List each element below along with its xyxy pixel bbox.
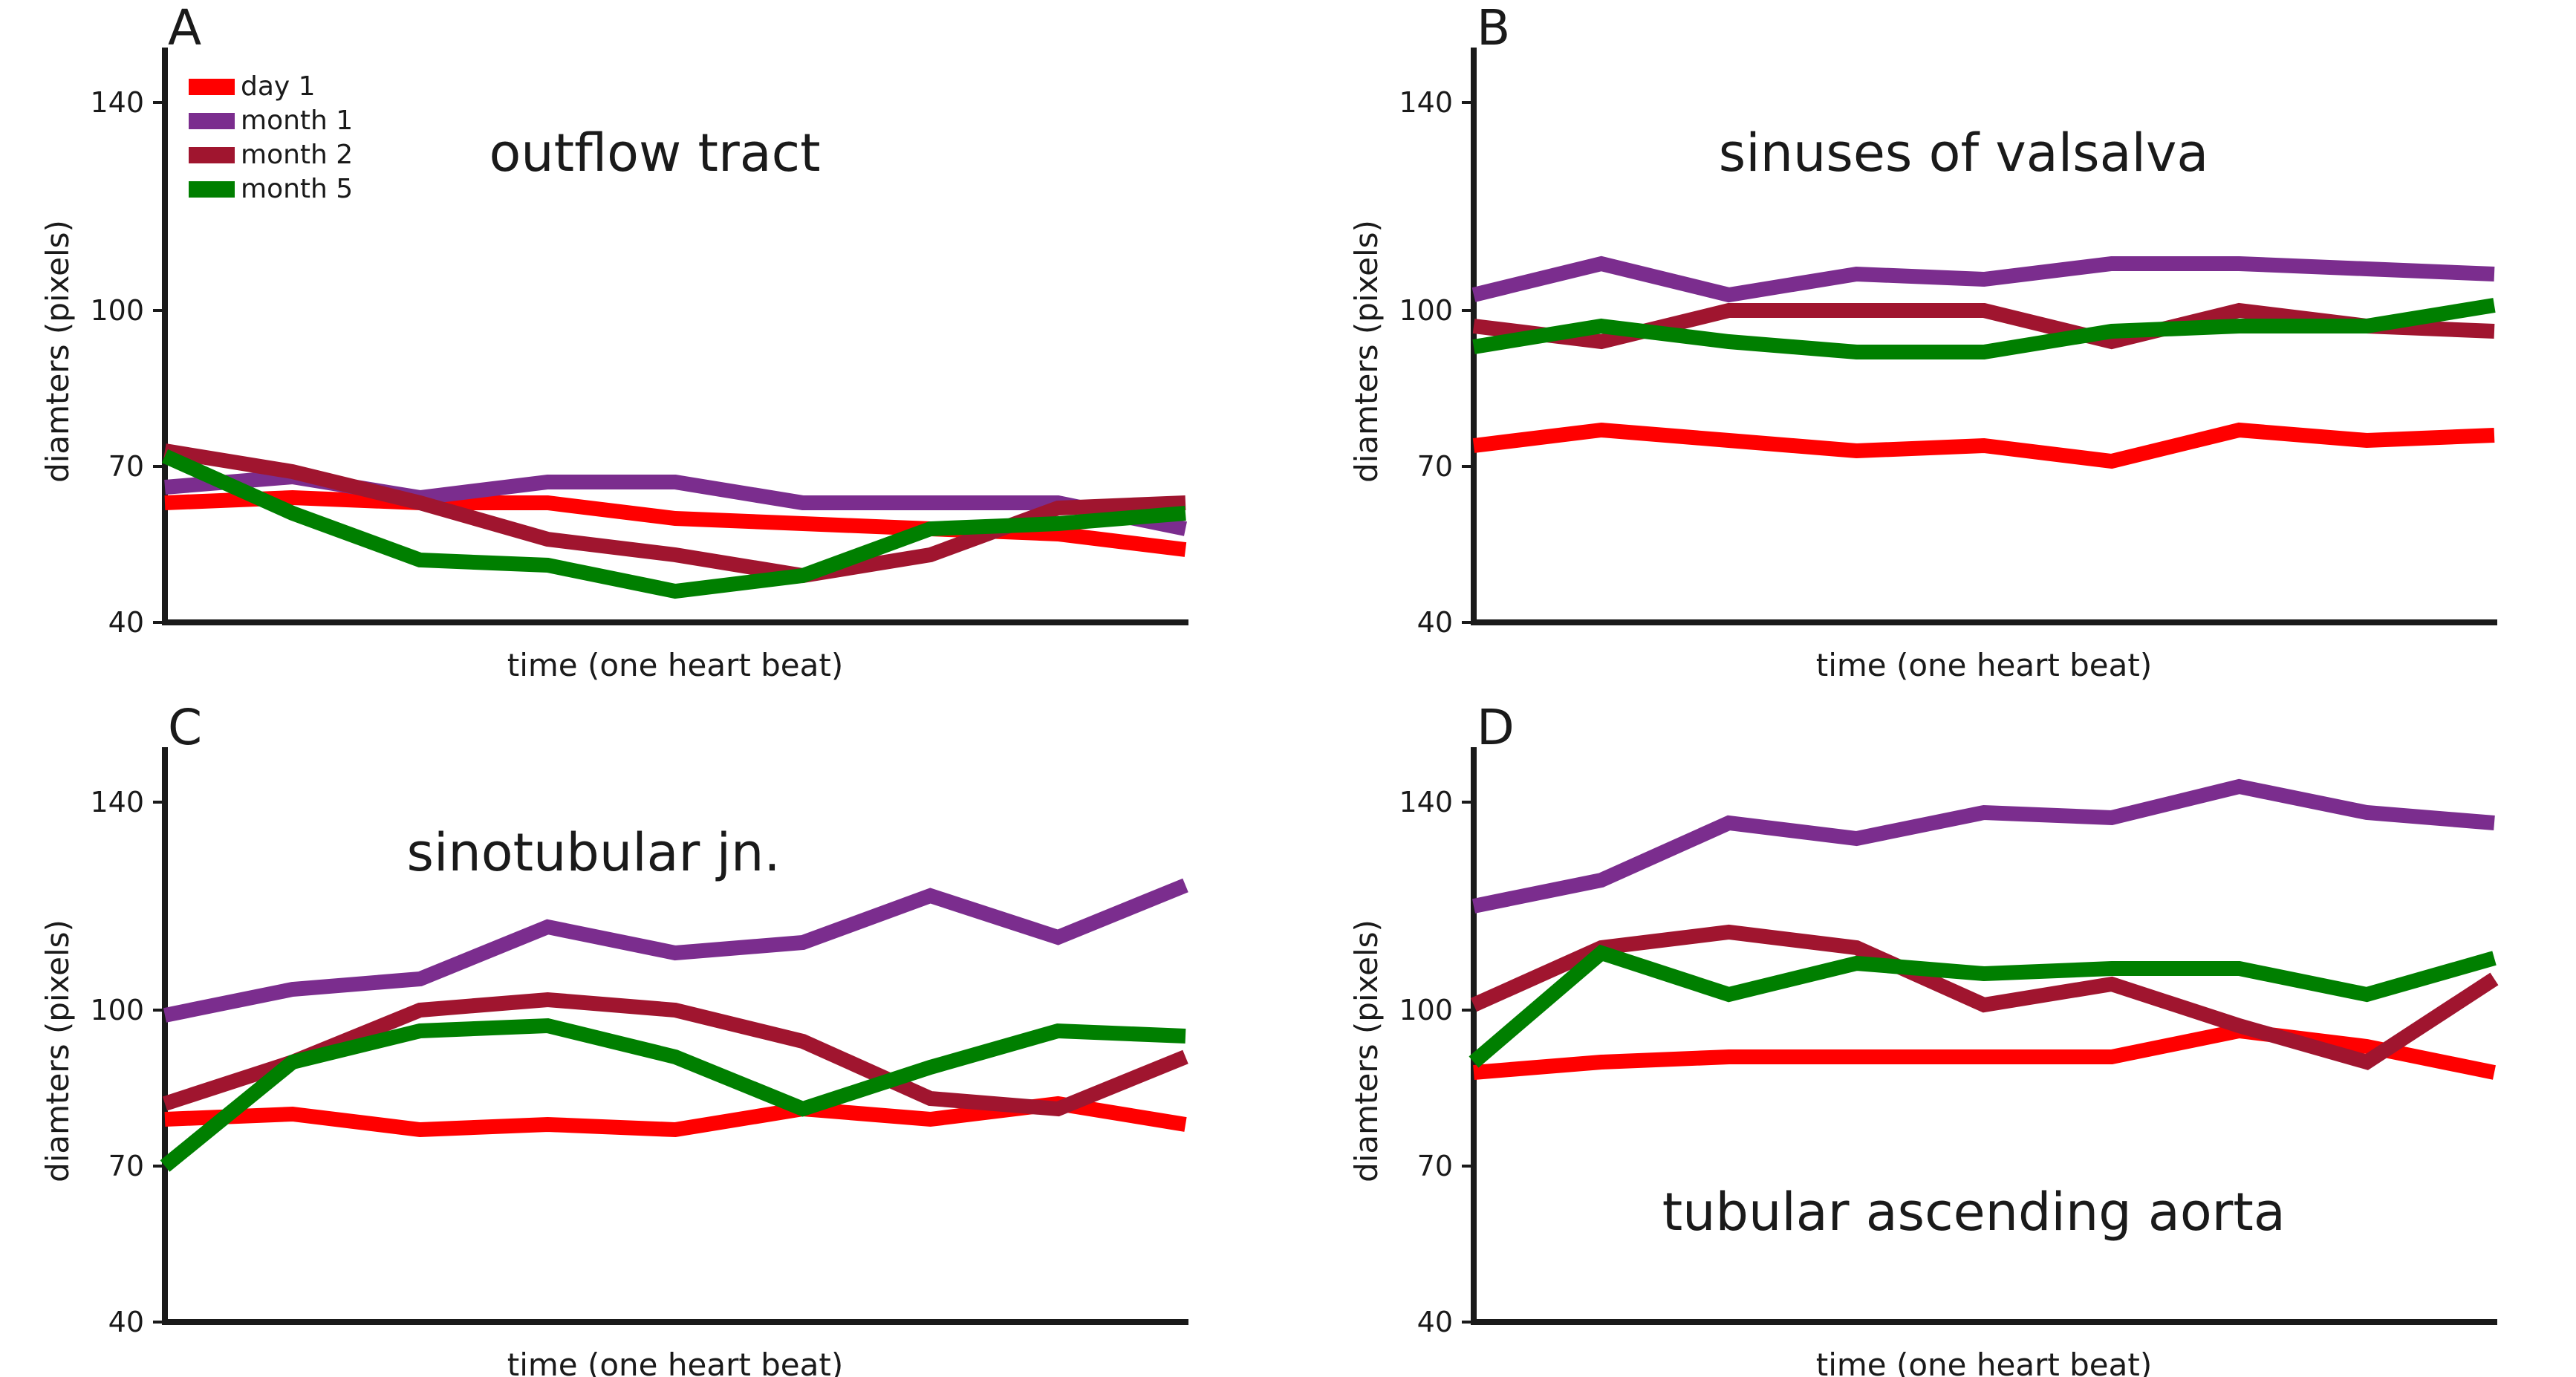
panel-letter: B [1477, 0, 1510, 56]
panel-b: 40 70 100 140 diamters (pixels) time (one hea… [1348, 0, 2497, 683]
series-line-month-5 [160, 1018, 1186, 1172]
legend-label: month 2 [241, 140, 353, 170]
subplot-title: outflow tract [489, 123, 820, 183]
y-tick-label: 100 [1399, 294, 1453, 327]
series-line-month-5 [1472, 298, 2496, 359]
y-axis-label: diamters (pixels) [1348, 220, 1385, 483]
series-line-month-1 [1471, 255, 2495, 303]
y-tick-label: 70 [1417, 1150, 1453, 1182]
series-line-month-2 [1470, 924, 2499, 1070]
series-line-month-1 [1472, 778, 2495, 914]
panel-letter: A [168, 0, 201, 56]
legend-label: month 1 [241, 105, 353, 136]
subplot-title: tubular ascending aorta [1662, 1182, 2286, 1243]
y-tick-label: 140 [1399, 786, 1453, 818]
legend-swatch [189, 181, 235, 198]
x-axis-label: time (one heart beat) [1816, 647, 2153, 683]
legend-label: month 5 [241, 174, 353, 204]
y-tick-label: 70 [108, 450, 144, 483]
y-tick-label: 100 [90, 994, 144, 1026]
panel-d: 40 70 100 140 diamters (pixels) time (one hea… [1348, 699, 2499, 1377]
y-tick-label: 70 [1417, 450, 1453, 483]
x-axis-label: time (one heart beat) [507, 647, 844, 683]
y-tick-label: 40 [108, 606, 144, 639]
y-tick-label: 70 [108, 1150, 144, 1182]
series-line-day-1 [1473, 1023, 2496, 1080]
x-axis-label: time (one heart beat) [1816, 1347, 2153, 1377]
series-line-month-5 [161, 449, 1186, 599]
panel-letter: D [1477, 699, 1515, 756]
y-tick-label: 40 [1417, 606, 1453, 639]
y-tick-label: 100 [1399, 994, 1453, 1026]
x-axis-label: time (one heart beat) [507, 1347, 844, 1377]
panel-c: 40 70 100 140 diamters (pixels) time (one hea… [39, 699, 1188, 1377]
series-line-month-5 [1468, 944, 2497, 1068]
series-line-day-1 [1472, 422, 2495, 469]
panel-a: 40 70 100 140 diamters (pixels) time (one hea… [39, 0, 1188, 683]
panel-letter: C [168, 699, 202, 756]
legend-swatch [189, 147, 235, 163]
y-axis-label: diamters (pixels) [39, 220, 76, 483]
y-tick-label: 140 [1399, 86, 1453, 119]
legend-label: day 1 [241, 71, 316, 102]
y-axis-label: diamters (pixels) [1348, 919, 1385, 1182]
y-tick-label: 100 [90, 294, 144, 327]
y-tick-label: 140 [90, 786, 144, 818]
subplot-title: sinotubular jn. [406, 822, 780, 883]
y-tick-label: 140 [90, 86, 144, 119]
series-line-month-1 [163, 878, 1188, 1023]
legend-swatch [189, 113, 235, 129]
y-tick-label: 40 [1417, 1306, 1453, 1338]
y-axis-label: diamters (pixels) [39, 919, 76, 1182]
legend-swatch [189, 79, 235, 95]
y-tick-label: 40 [108, 1306, 144, 1338]
subplot-title: sinuses of valsalva [1719, 123, 2209, 183]
